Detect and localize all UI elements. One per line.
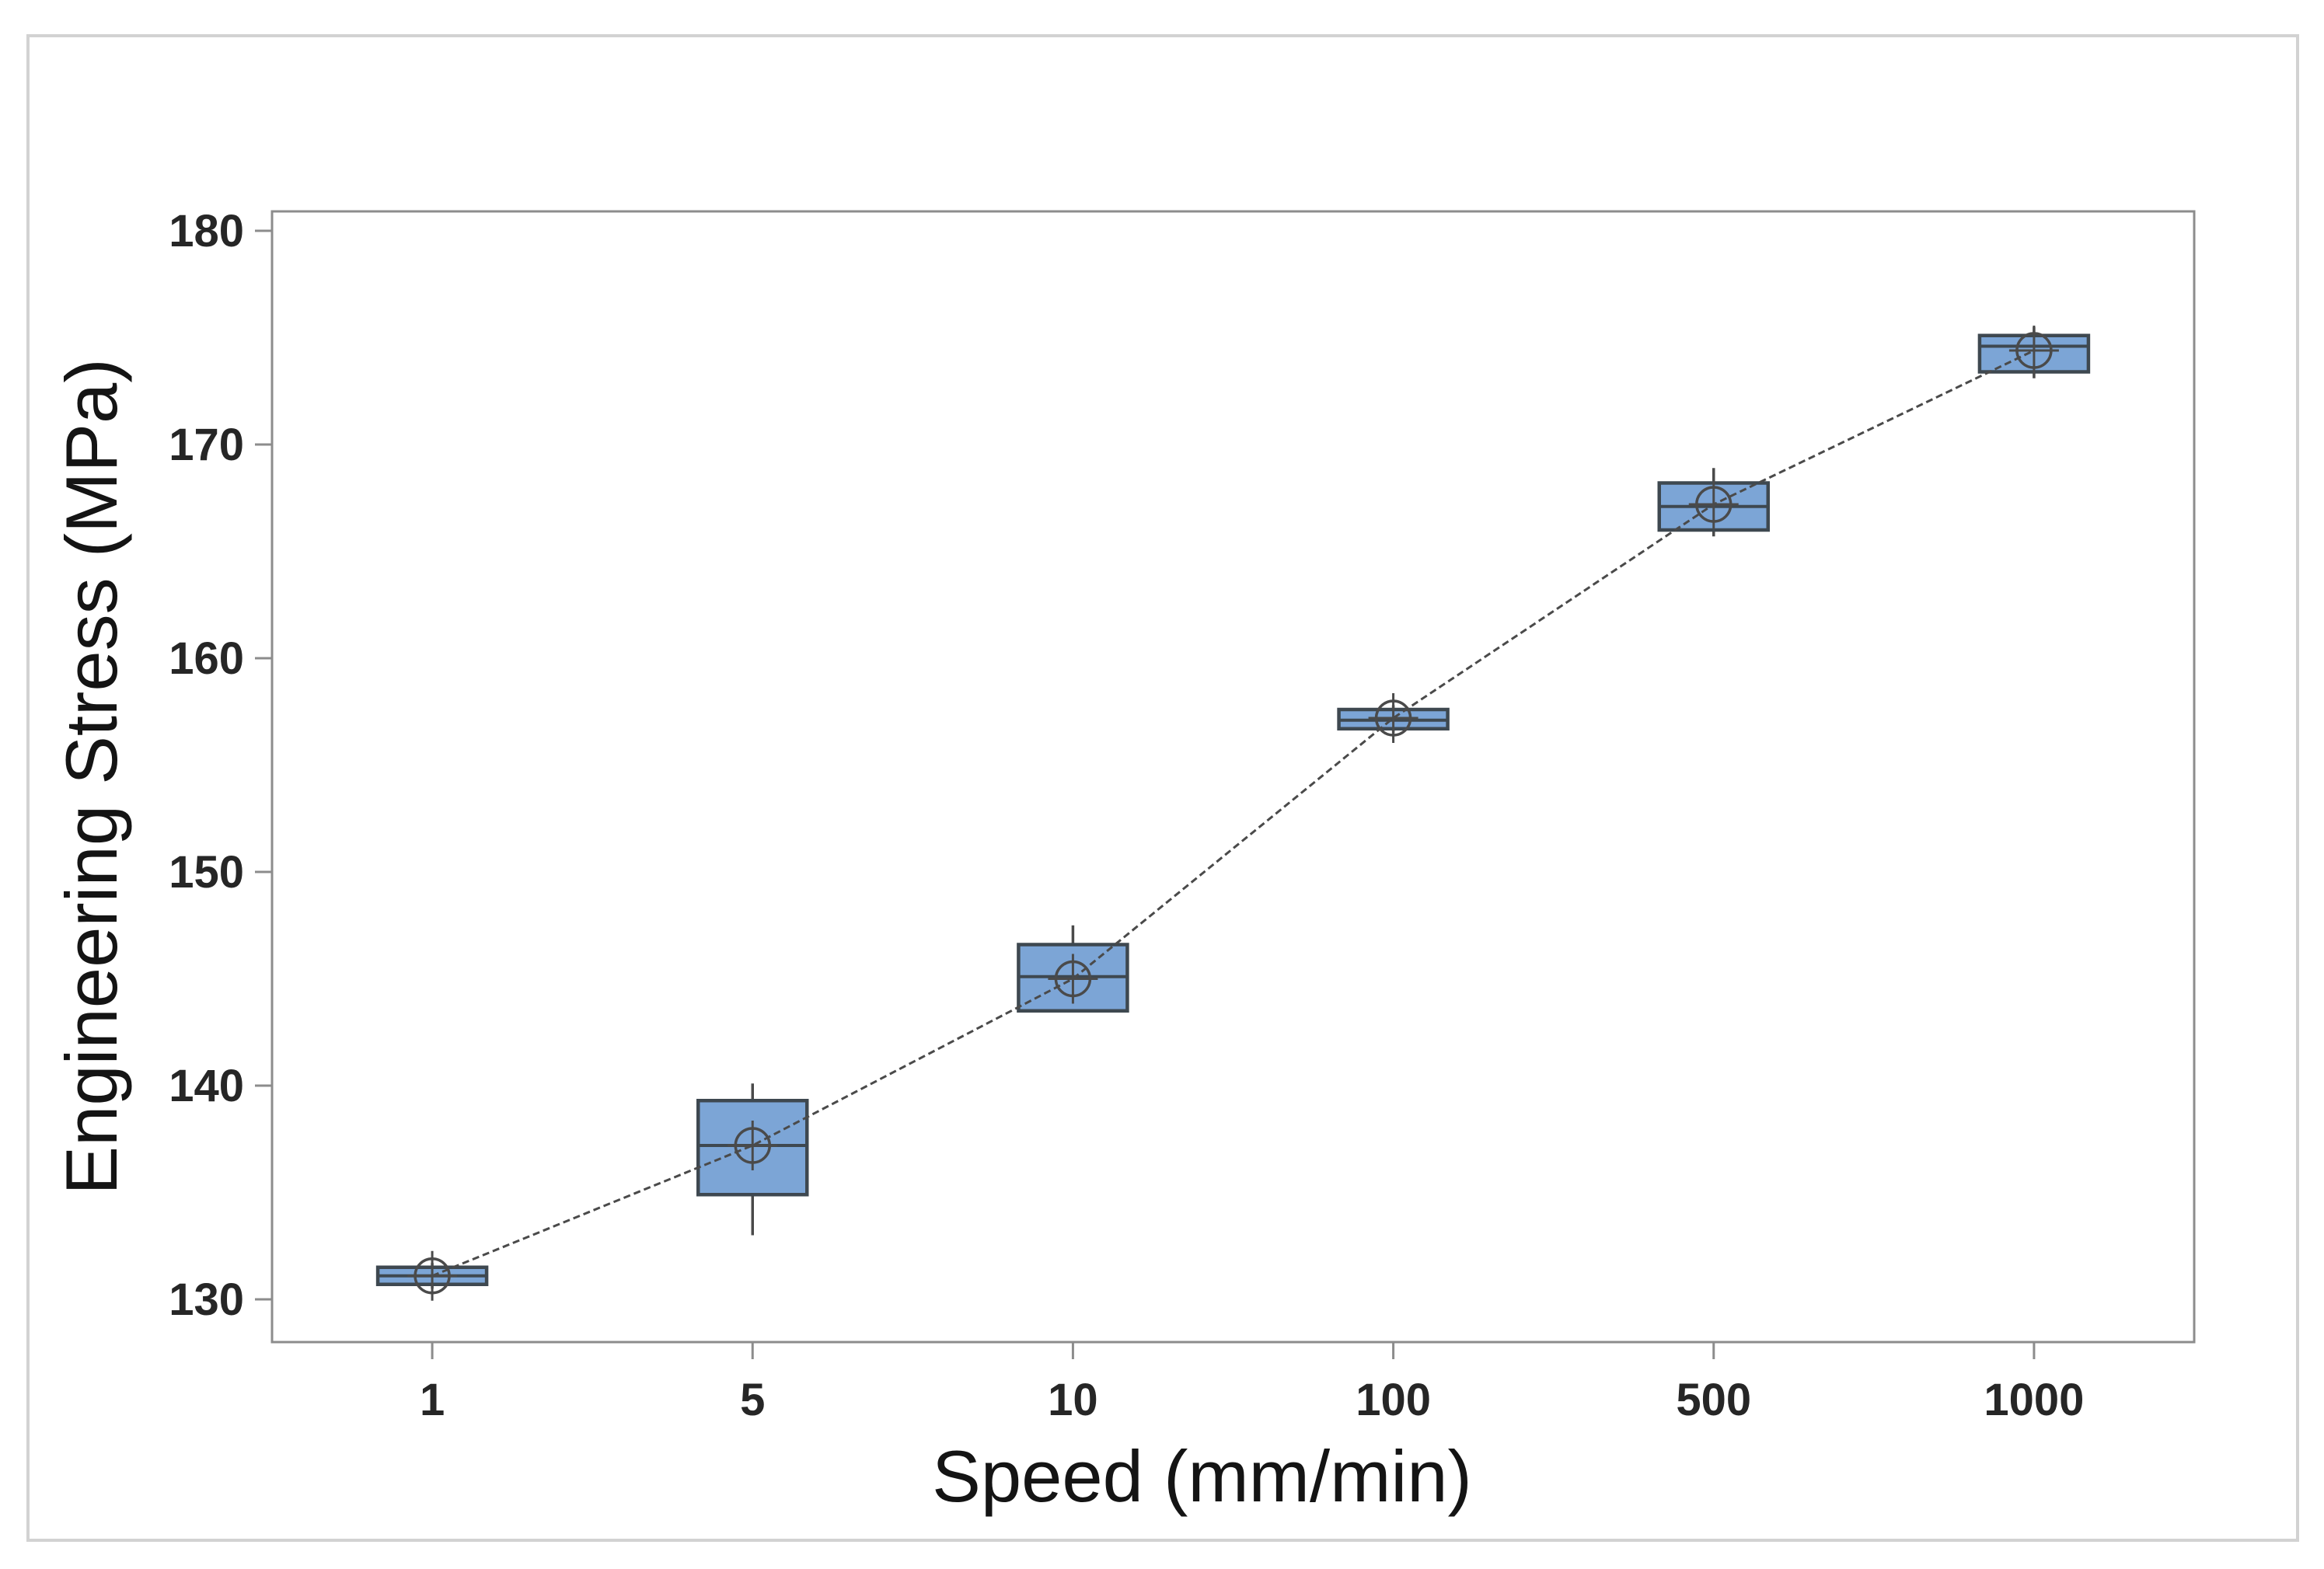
y-tick-label: 140 — [169, 1061, 244, 1111]
y-tick-label: 160 — [169, 633, 244, 684]
y-tick-label: 150 — [169, 847, 244, 898]
mean-marker — [2008, 326, 2059, 375]
x-tick-label: 5 — [740, 1375, 765, 1425]
y-axis-title: Engineering Stress (MPa) — [51, 358, 132, 1194]
x-tick-label: 1 — [420, 1375, 445, 1425]
mean-marker — [728, 1121, 778, 1170]
x-axis-title: Speed (mm/min) — [932, 1435, 1472, 1517]
box-series — [375, 326, 2091, 1289]
mean-connect-line — [431, 349, 2035, 1278]
y-axis-ticks: 130 140 150 160 170 180 — [169, 206, 272, 1325]
mean-line-path — [431, 349, 2035, 1278]
mean-marker — [1368, 693, 1418, 743]
mean-marker — [1048, 954, 1098, 1004]
y-tick-label: 180 — [169, 206, 244, 256]
mean-marker — [407, 1250, 458, 1301]
x-axis-ticks: 1 5 10 100 500 1000 — [420, 1342, 2084, 1425]
mean-markers — [407, 326, 2059, 1301]
x-tick-label: 500 — [1676, 1375, 1751, 1425]
x-tick-label: 100 — [1356, 1375, 1431, 1425]
y-tick-label: 170 — [169, 420, 244, 470]
figure-border — [26, 34, 2299, 1542]
y-tick-label: 130 — [169, 1274, 244, 1325]
plot-frame — [270, 210, 2196, 1344]
x-tick-label: 1000 — [1984, 1375, 2084, 1425]
x-tick-label: 10 — [1048, 1375, 1098, 1425]
mean-marker — [1688, 479, 1739, 529]
